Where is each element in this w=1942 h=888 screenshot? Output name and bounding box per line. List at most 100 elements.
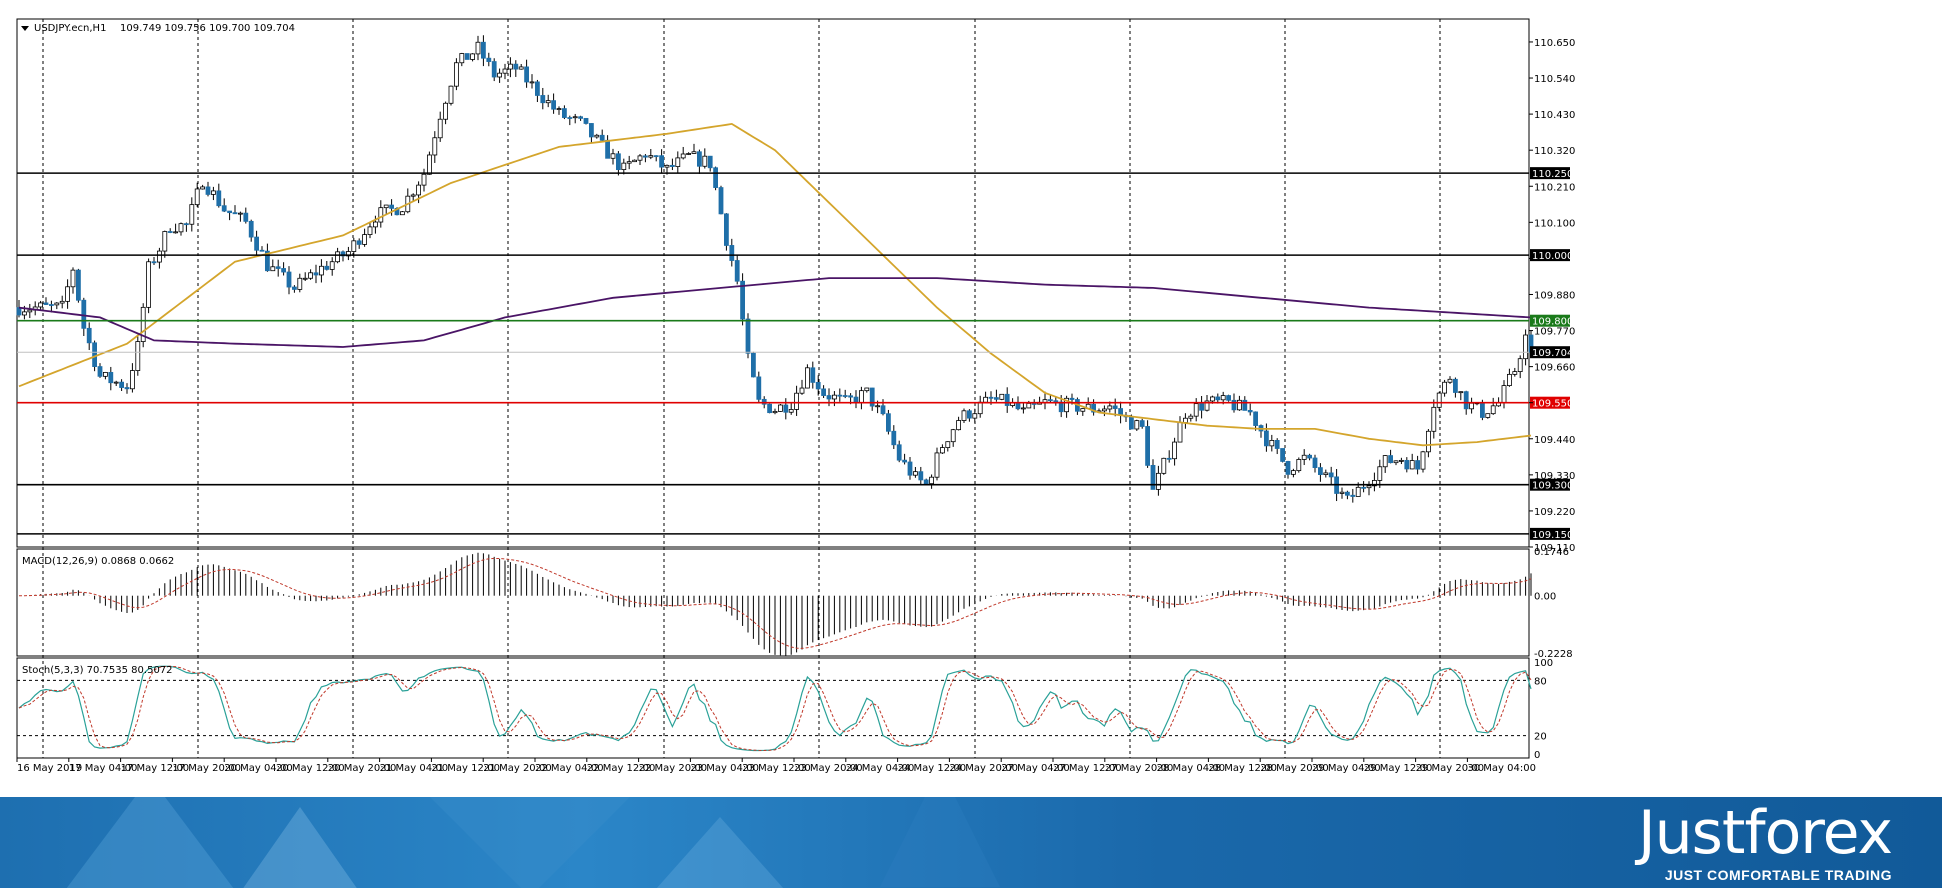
candle-body (896, 444, 902, 461)
candle-body (1177, 422, 1183, 443)
candle-body (286, 271, 292, 288)
brand-name: Justforex (1637, 798, 1893, 868)
candle-body (443, 102, 449, 120)
candle-body (1274, 440, 1280, 449)
candle-body (173, 231, 179, 234)
candle-body (216, 190, 222, 207)
price-level-label: 109.800 (1532, 317, 1573, 328)
candle-body (1102, 408, 1107, 412)
candle-body (977, 401, 983, 415)
candle-body (540, 95, 546, 104)
brand-banner: Justforex JUST COMFORTABLE TRADING (0, 797, 1942, 888)
candle-body (1161, 457, 1167, 474)
candle-body (599, 134, 605, 141)
y-tick-label: 109.880 (1534, 290, 1575, 301)
candle-body (934, 452, 940, 478)
candle-body (707, 155, 713, 169)
x-tick-label: 23 May 20:00 (794, 763, 863, 774)
candle-body (643, 155, 648, 158)
price-level-tag (1530, 167, 1570, 180)
candle-body (826, 395, 832, 400)
candle-body (664, 164, 670, 168)
candle-body (1469, 402, 1474, 410)
decor-shape (420, 797, 640, 888)
candle-body (702, 155, 708, 167)
collapse-triangle-icon[interactable] (21, 26, 29, 31)
candle-body (1150, 464, 1156, 490)
candle-body (994, 397, 999, 400)
candle-body (1058, 401, 1064, 413)
candle-body (464, 53, 470, 60)
y-tick-label: 109.440 (1534, 435, 1575, 446)
x-tick-label: 28 May 20:00 (1260, 763, 1329, 774)
candle-body (486, 57, 492, 62)
candle-body (1280, 448, 1285, 462)
candle-body (243, 212, 249, 222)
candle-body (1242, 399, 1248, 411)
candle-body (589, 123, 594, 138)
candle-body (605, 139, 610, 159)
candle-body (799, 387, 805, 394)
stoch-panel: 100 80 20 0 (16, 657, 1553, 761)
y-tick-label: 109.660 (1534, 363, 1575, 374)
candle-body (794, 392, 799, 410)
price-level-tag (1530, 527, 1570, 540)
candle-body (1350, 494, 1356, 497)
candle-body (778, 404, 783, 412)
candle-body (1134, 420, 1140, 430)
candle-body (21, 311, 27, 316)
candle-body (562, 108, 567, 118)
x-tick-label: 23 May 04:00 (690, 763, 759, 774)
candle-body (491, 61, 497, 78)
candle-body (832, 394, 837, 400)
candle-body (308, 272, 314, 279)
stoch-header: Stoch(5,3,3) 70.7535 80.5072 (22, 665, 173, 676)
candle-body (437, 118, 443, 139)
x-tick-label: 21 May 20:00 (483, 763, 552, 774)
candle-body (918, 471, 924, 481)
price-level-label: 110.250 (1532, 169, 1573, 180)
candle-body (1523, 334, 1528, 360)
macd-panel-frame (16, 548, 1530, 657)
candle-body (567, 117, 573, 119)
candle-body (70, 269, 76, 288)
price-level-tag (1530, 396, 1570, 409)
candle-body (675, 157, 681, 167)
candle-body (983, 396, 988, 403)
candle-body (961, 410, 967, 421)
decor-shape (230, 807, 370, 888)
candle-body (1091, 403, 1096, 413)
candle-body (572, 116, 578, 119)
candle-body (113, 381, 119, 384)
macd-panel: 0.1746 0.00 -0.2228 (16, 547, 1573, 660)
x-tick-label: 24 May 04:00 (846, 763, 915, 774)
candle-body (1231, 399, 1237, 411)
candle-body (1507, 373, 1512, 387)
candle-body (864, 387, 870, 392)
candle-body (65, 286, 70, 302)
candle-body (76, 269, 81, 301)
candle-body (1480, 402, 1485, 418)
x-tick-label: 27 May 20:00 (1105, 763, 1174, 774)
y-tick-label: 110.320 (1534, 146, 1575, 157)
candle-body (1204, 400, 1210, 411)
candle-body (1485, 413, 1491, 418)
candle-body (1107, 405, 1113, 410)
moving-average-fast (18, 122, 1532, 447)
candle-body (264, 250, 270, 272)
x-tick-label: 29 May 12:00 (1364, 763, 1433, 774)
stoch-y-tick-label: 20 (1534, 732, 1547, 743)
macd-header: MACD(12,26,9) 0.0868 0.0662 (22, 556, 174, 567)
candle-body (1053, 400, 1059, 403)
candle-body (448, 85, 454, 104)
candle-body (1226, 395, 1231, 401)
candle-body (43, 302, 49, 305)
candle-body (410, 194, 416, 197)
candle-body (27, 309, 33, 313)
price-level-tag (1530, 249, 1570, 262)
x-tick-label: 21 May 04:00 (380, 763, 449, 774)
main-panel-frame (16, 18, 1530, 548)
candle-body (902, 459, 907, 463)
candle-body (237, 212, 243, 215)
candle-body (1420, 451, 1426, 470)
